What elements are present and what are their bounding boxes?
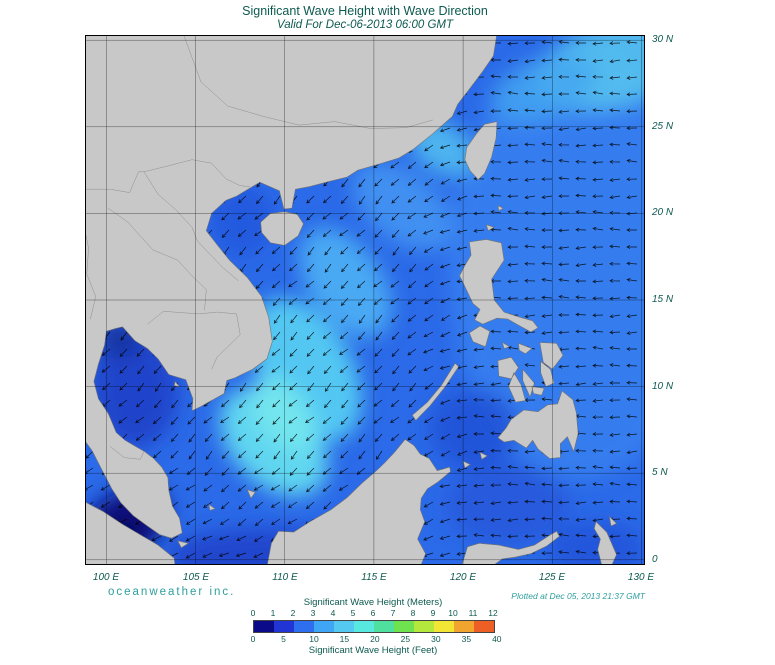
colorbar-segment [434,621,454,632]
legend-meters-ticks: 0 1 2 3 4 5 6 7 8 9 10 11 12 [250,608,501,619]
legend-colorbar [253,620,495,633]
legend-feet-tick: 5 [281,634,286,644]
legend-feet-tick: 35 [461,634,472,644]
lat-label: 0 [652,554,658,565]
colorbar-segment [454,621,474,632]
legend-meters-tick: 10 [448,608,458,618]
legend-feet-tick: 40 [492,634,502,644]
colorbar-segment [334,621,354,632]
legend-feet-tick: 30 [431,634,441,644]
land-masses [85,35,618,565]
lat-label: 25 N [652,121,674,132]
country-borders [85,35,433,460]
legend-feet-tick: 25 [400,634,411,644]
lon-label: 115 E [361,572,387,583]
legend-feet-ticks: 0 5 10 15 20 25 30 35 40 [250,634,502,645]
legend-feet-label: Significant Wave Height (Feet) [308,645,438,656]
colorbar-segment [314,621,334,632]
colorbar-segment [394,621,414,632]
colorbar-segment [274,621,294,632]
map-container [85,35,645,565]
legend-meters-tick: 8 [410,608,416,618]
legend-feet-tick: 10 [309,634,319,644]
lon-label: 110 E [272,572,298,583]
legend-meters-tick: 0 [250,608,256,618]
lat-label: 10 N [652,381,674,392]
lat-label: 5 N [652,467,668,478]
legend-feet-tick: 20 [370,634,380,644]
colorbar-segment [374,621,394,632]
graticule-grid [85,35,645,565]
legend-meters-tick: 11 [468,608,478,618]
legend-meters-tick: 4 [330,608,336,618]
legend-feet-tick: 0 [250,634,256,644]
lon-label: 125 E [538,572,566,583]
legend-meters-tick: 9 [430,608,436,618]
legend-meters-tick: 2 [290,608,296,618]
lon-label: 105 E [182,572,210,583]
plotted-timestamp: Plotted at Dec 05, 2013 21:37 GMT [511,591,645,601]
lon-label: 120 E [449,572,477,583]
legend-feet-tick: 15 [339,634,350,644]
oceanweather-branding: oceanweather inc. [108,586,236,598]
lon-label: 100 E [92,572,120,583]
legend-meters-tick: 6 [370,608,376,618]
colorbar-segment [254,621,274,632]
chart-title: Significant Wave Height with Wave Direct… [242,4,488,18]
legend-meters-tick: 12 [488,608,498,618]
map-frame [85,35,645,565]
chart-subtitle: Valid For Dec-06-2013 06:00 GMT [277,19,453,31]
wave-map [85,35,645,565]
lon-label: 130 E [627,572,655,583]
legend-meters-tick: 7 [390,608,396,618]
colorbar-segment [474,621,494,632]
lat-label: 15 N [652,294,674,305]
lat-label: 30 N [652,34,674,45]
legend-meters-tick: 3 [310,608,316,618]
legend-meters-tick: 5 [350,608,356,618]
legend-meters-label: Significant Wave Height (Meters) [303,597,443,608]
lat-label: 20 N [652,207,674,218]
colorbar-segment [414,621,434,632]
colorbar-segment [294,621,314,632]
legend-meters-tick: 1 [270,608,276,618]
colorbar-segment [354,621,374,632]
